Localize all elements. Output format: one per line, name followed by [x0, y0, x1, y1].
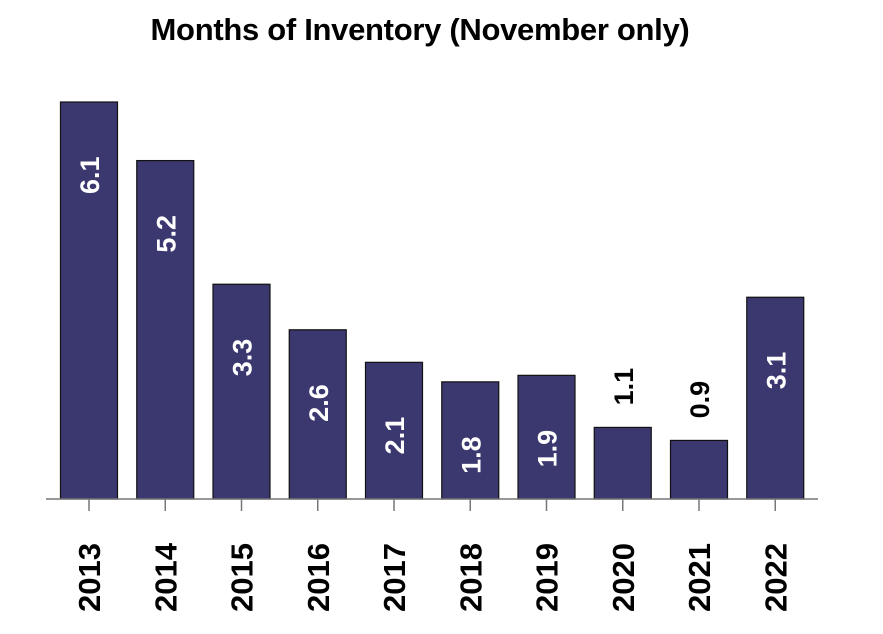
x-tick-label-2018: 2018 [453, 543, 488, 612]
bars [59, 101, 805, 500]
data-label-2014: 5.2 [151, 215, 181, 253]
bar-2022 [746, 296, 805, 500]
x-tick-label-2022: 2022 [758, 543, 793, 612]
x-tick-label-2021: 2021 [682, 543, 717, 612]
bar-2014 [136, 159, 195, 500]
data-label-2015: 3.3 [228, 339, 258, 377]
bar-2020 [593, 426, 652, 500]
bar-2017 [364, 361, 424, 500]
data-label-2022: 3.1 [761, 352, 791, 390]
x-tick-label-2015: 2015 [225, 543, 260, 612]
x-tick-label-2014: 2014 [148, 542, 183, 612]
data-label-2017: 2.1 [380, 417, 410, 455]
data-labels: 6.1 5.2 3.3 2.6 2.1 1.8 1.9 1.1 0.9 3.1 [75, 156, 791, 473]
data-label-2013: 6.1 [75, 156, 105, 194]
chart-title: Months of Inventory (November only) [150, 12, 690, 47]
bar-2016 [288, 329, 347, 500]
x-tick-label-2019: 2019 [530, 543, 565, 612]
x-tick-label-2017: 2017 [377, 543, 412, 612]
x-tick-label-2013: 2013 [72, 543, 107, 612]
x-axis: 2013 2014 2015 2016 2017 2018 2019 2020 2021 2022 [46, 498, 818, 612]
data-label-2018: 1.8 [456, 436, 486, 474]
bar-2015 [212, 283, 271, 500]
x-tick-label-2020: 2020 [606, 543, 641, 612]
data-label-2019: 1.9 [533, 430, 563, 468]
bar-2021 [669, 439, 729, 500]
data-label-2016: 2.6 [304, 384, 334, 422]
data-label-2021: 0.9 [685, 381, 715, 419]
x-tick-label-2016: 2016 [301, 543, 336, 612]
data-label-2020: 1.1 [609, 368, 639, 406]
bar-2013 [59, 101, 119, 500]
